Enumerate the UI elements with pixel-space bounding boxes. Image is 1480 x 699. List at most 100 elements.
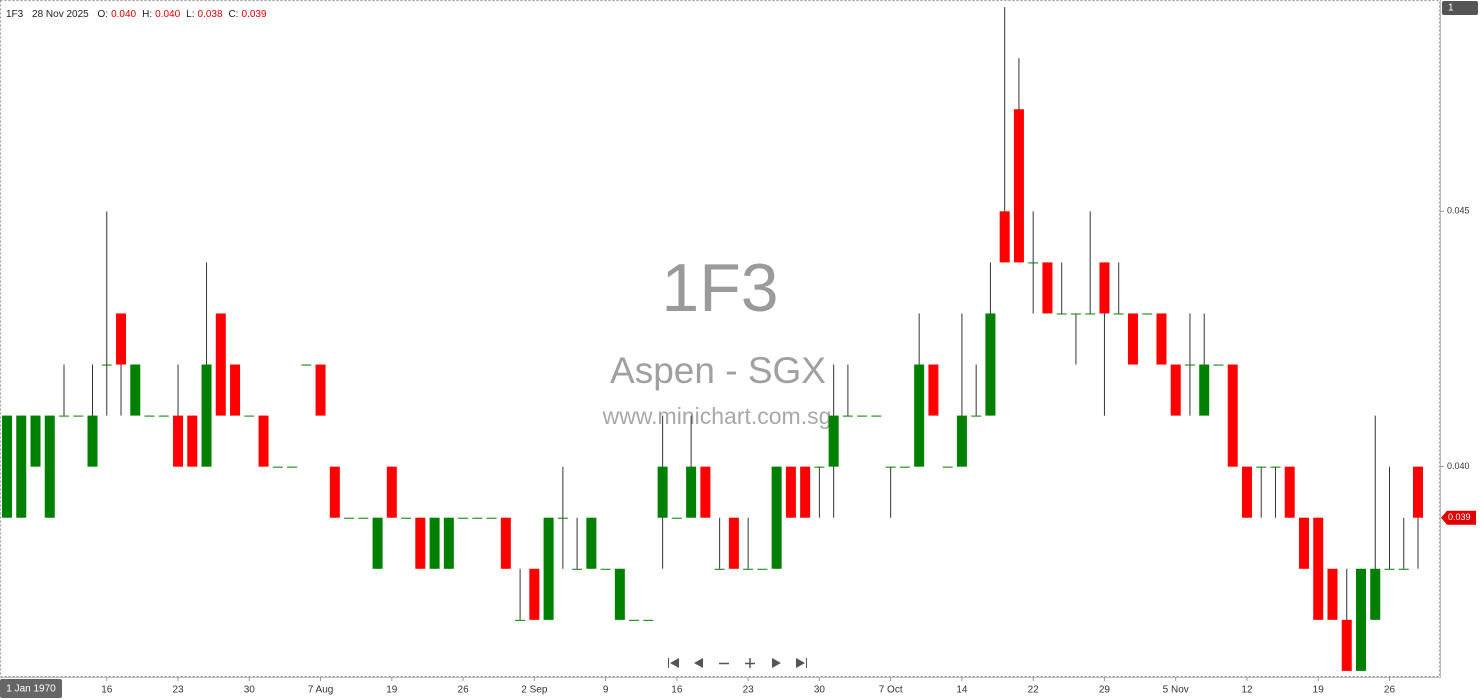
corner-box — [1442, 1, 1478, 15]
candle-body — [1270, 466, 1281, 468]
candle — [1013, 58, 1024, 263]
nav-first[interactable] — [668, 658, 680, 668]
header: 1F3 28 Nov 2025 O: 0.040 H: 0.040 L: 0.038 C: 0… — [6, 9, 273, 20]
candle-body — [429, 517, 440, 569]
candle-body — [2, 415, 12, 518]
candle — [1170, 364, 1181, 416]
candle — [1413, 466, 1423, 569]
x-tick-label: 26 — [1384, 685, 1396, 696]
candle — [914, 313, 925, 467]
candle — [1199, 313, 1210, 416]
candle — [1156, 313, 1167, 365]
candle — [173, 364, 184, 467]
candle-body — [1355, 568, 1366, 671]
nav-next[interactable] — [772, 658, 781, 668]
candle — [714, 517, 725, 570]
candle-body — [814, 466, 825, 468]
candle-body — [942, 466, 953, 468]
candle — [30, 415, 41, 467]
candle-body — [358, 517, 369, 519]
candle-body — [158, 415, 169, 417]
x-tick-label: 26 — [458, 685, 470, 696]
candle-body — [956, 415, 967, 467]
symbol: 1F3 — [6, 9, 24, 20]
candle — [272, 466, 283, 468]
candle-body — [643, 619, 654, 621]
candle — [1284, 466, 1295, 518]
candle — [657, 415, 668, 569]
candle-body — [928, 364, 939, 416]
candle-body — [529, 568, 540, 620]
candle-body — [287, 466, 298, 468]
candle — [842, 364, 853, 417]
x-tick-label: 7 Aug — [308, 685, 334, 696]
candle-body — [1341, 619, 1352, 671]
candle-body — [73, 415, 84, 417]
candle-body — [985, 313, 996, 416]
date: 28 Nov 2025 — [32, 9, 89, 20]
candle-body — [828, 415, 839, 467]
ohlc-label: H: — [142, 9, 153, 20]
candle — [1227, 364, 1238, 467]
nav-last[interactable] — [796, 658, 807, 668]
candle — [1313, 517, 1324, 620]
candle — [671, 517, 682, 519]
candle — [529, 568, 540, 620]
candle-body — [258, 415, 269, 467]
nav-prev[interactable] — [694, 658, 703, 668]
candle — [743, 517, 754, 570]
watermark-url: www.minichart.com.sg — [602, 403, 832, 429]
candle — [429, 517, 440, 569]
candle-body — [686, 466, 697, 518]
x-tick-label: 2 Sep — [521, 685, 548, 696]
candle-body — [714, 568, 725, 570]
candle-body — [215, 313, 226, 416]
nav-zoom-in[interactable] — [745, 658, 755, 668]
candle-body — [44, 415, 55, 518]
x-tick-label: 19 — [1313, 685, 1325, 696]
candle — [500, 517, 511, 569]
candle-body — [971, 415, 982, 417]
ohlc-label: O: — [97, 9, 109, 20]
candle-body — [1042, 262, 1053, 314]
candle — [1113, 262, 1124, 315]
candle-body — [244, 415, 255, 417]
candle-body — [1184, 364, 1195, 366]
candle — [629, 619, 640, 621]
candle — [215, 313, 226, 416]
candle-body — [59, 415, 70, 417]
candle — [301, 364, 312, 366]
candle-body — [629, 619, 640, 621]
candle — [771, 466, 782, 569]
candle — [130, 364, 141, 416]
candle-body — [472, 517, 483, 519]
ohlc-label: L: — [186, 9, 195, 20]
candle — [1370, 415, 1381, 620]
candle — [116, 313, 127, 416]
candle-body — [1370, 568, 1381, 620]
candle-body — [344, 517, 355, 519]
candle — [686, 415, 697, 518]
candle-body — [743, 568, 754, 570]
x-tick-label: 7 Oct — [879, 685, 903, 696]
candle — [572, 517, 583, 570]
candle — [1355, 568, 1366, 671]
x-tick-label: 9 — [603, 685, 609, 696]
candle — [315, 364, 326, 416]
candle — [700, 466, 711, 518]
candle-body — [1099, 262, 1110, 314]
candle — [158, 415, 169, 417]
candle-body — [1142, 313, 1153, 315]
ohlc-value: 0.040 — [111, 9, 137, 20]
candle — [1270, 466, 1281, 518]
candle-body — [757, 568, 768, 570]
candle-body — [30, 415, 41, 467]
candle — [814, 466, 825, 518]
candle — [614, 568, 625, 620]
candle-body — [1313, 517, 1324, 620]
price-tag — [1441, 510, 1476, 525]
candle — [144, 415, 155, 417]
candle-body — [586, 517, 597, 569]
candle-body — [386, 466, 397, 518]
watermark-name: Aspen - SGX — [610, 350, 826, 391]
